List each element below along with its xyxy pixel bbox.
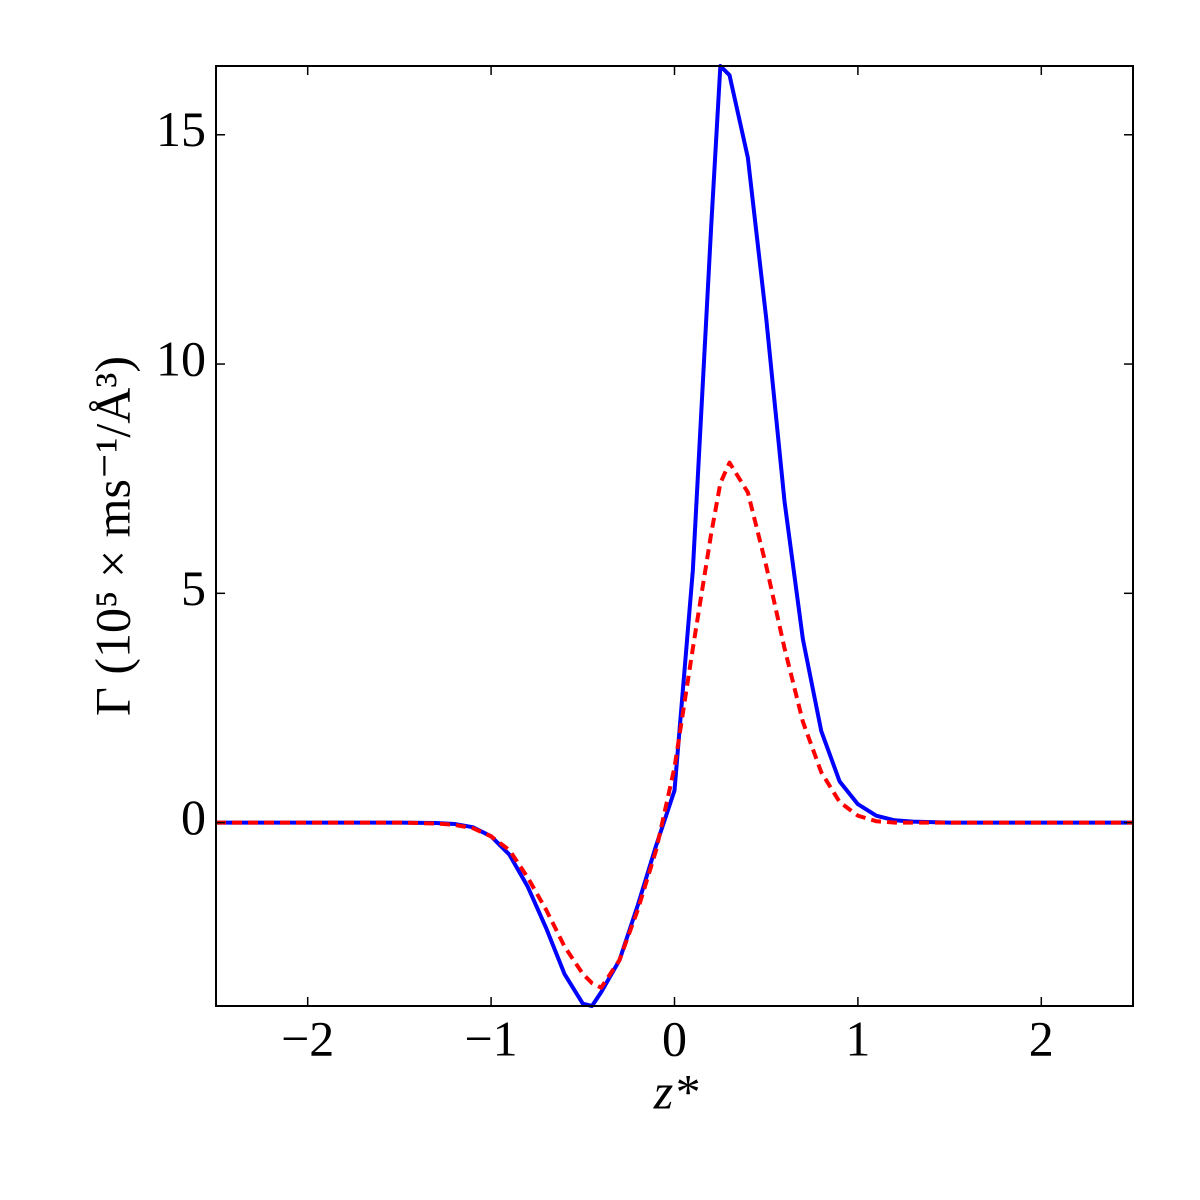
x-tick-label: −2	[281, 1010, 334, 1066]
y-tick-label: 0	[181, 789, 206, 845]
data-line	[216, 64, 1133, 1008]
y-tick-label: 5	[181, 560, 206, 616]
y-tick-label: 15	[156, 101, 206, 157]
y-axis-label: Γ (10⁵ × ms⁻¹/Å³)	[84, 356, 140, 716]
x-tick-label: −1	[464, 1010, 517, 1066]
x-tick-label: 1	[845, 1010, 870, 1066]
y-tick-label: 10	[156, 331, 206, 387]
data-line	[216, 460, 1133, 990]
x-axis-label: z*	[653, 1063, 698, 1119]
x-tick-label: 0	[662, 1010, 687, 1066]
plot-frame	[215, 65, 1134, 1007]
x-tick-label: 2	[1029, 1010, 1054, 1066]
